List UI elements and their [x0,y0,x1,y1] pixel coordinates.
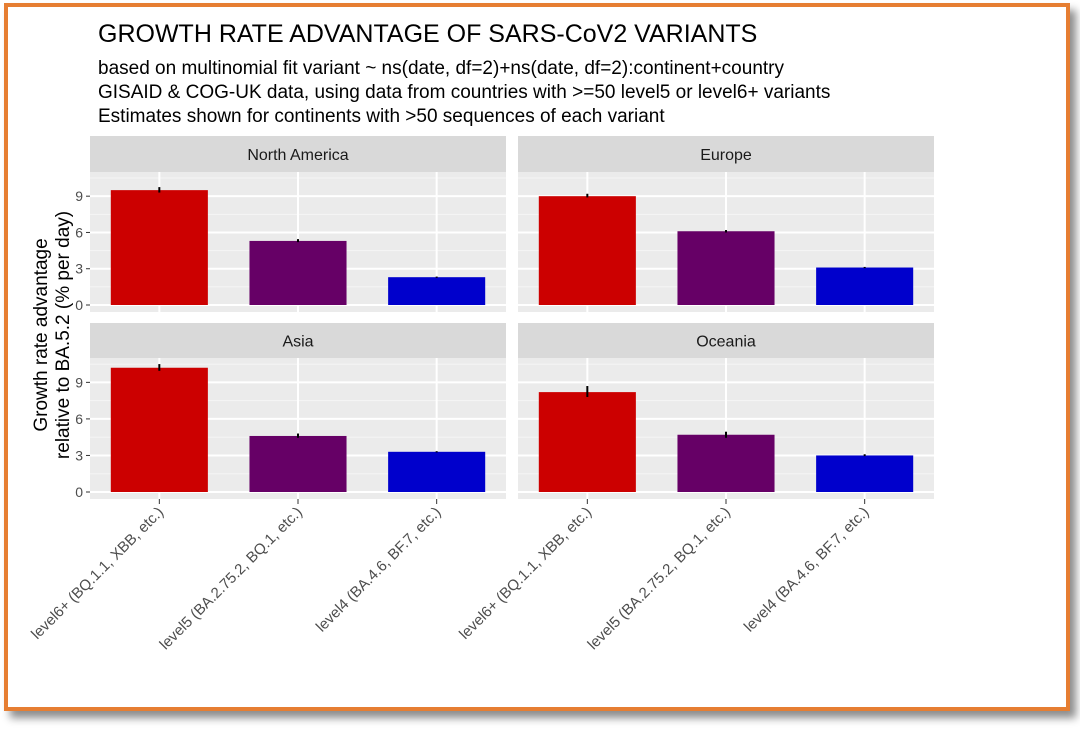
x-tick-label: level4 (BA.4.6, BF.7, etc.) [741,504,873,636]
x-tick-label: level4 (BA.4.6, BF.7, etc.) [313,504,445,636]
facet-strip [518,136,934,172]
y-tick-label: 3 [75,261,83,277]
facet-strip-label: Asia [282,334,313,351]
y-axis-label-line-2: relative to BA.5.2 (% per day) [53,211,74,459]
chart-subtitle-line-3: Estimates shown for continents with >50 … [98,106,665,127]
bar [249,435,347,492]
y-tick-label: 0 [75,297,83,313]
facet-strip-label: Europe [700,147,752,164]
bar [110,190,208,305]
y-tick-label: 9 [75,188,83,204]
bar [249,240,347,305]
facet-strip [90,323,506,358]
x-tick-label: level6+ (BQ.1.1, XBB, etc.) [456,504,595,643]
x-tick-label: level5 (BA.2.75.2, BQ.1, etc.) [156,504,305,653]
facet-strip [518,323,934,358]
y-tick-label: 0 [75,484,83,500]
bar [388,451,486,492]
y-tick-label: 3 [75,447,83,463]
bar [538,196,636,305]
x-tick-label: level6+ (BQ.1.1, XBB, etc.) [28,504,167,643]
y-axis-label-line-1: Growth rate advantage [31,238,52,431]
bar [677,231,775,305]
chart-subtitle-line-1: based on multinomial fit variant ~ ns(da… [98,58,784,79]
bar [538,392,636,492]
bar [388,277,486,305]
bar [816,455,914,492]
chart-title: GROWTH RATE ADVANTAGE OF SARS-CoV2 VARIA… [98,20,758,48]
y-tick-label: 9 [75,374,83,390]
y-tick-label: 6 [75,224,83,240]
facet-strip [90,136,506,172]
x-tick-label: level5 (BA.2.75.2, BQ.1, etc.) [584,504,733,653]
bar [677,434,775,492]
facet-strip-label: Oceania [696,334,756,351]
bar [816,267,914,305]
facet-strip-label: North America [247,147,348,164]
y-tick-label: 6 [75,411,83,427]
chart-subtitle-line-2: GISAID & COG-UK data, using data from co… [98,82,831,103]
bar [110,367,208,492]
